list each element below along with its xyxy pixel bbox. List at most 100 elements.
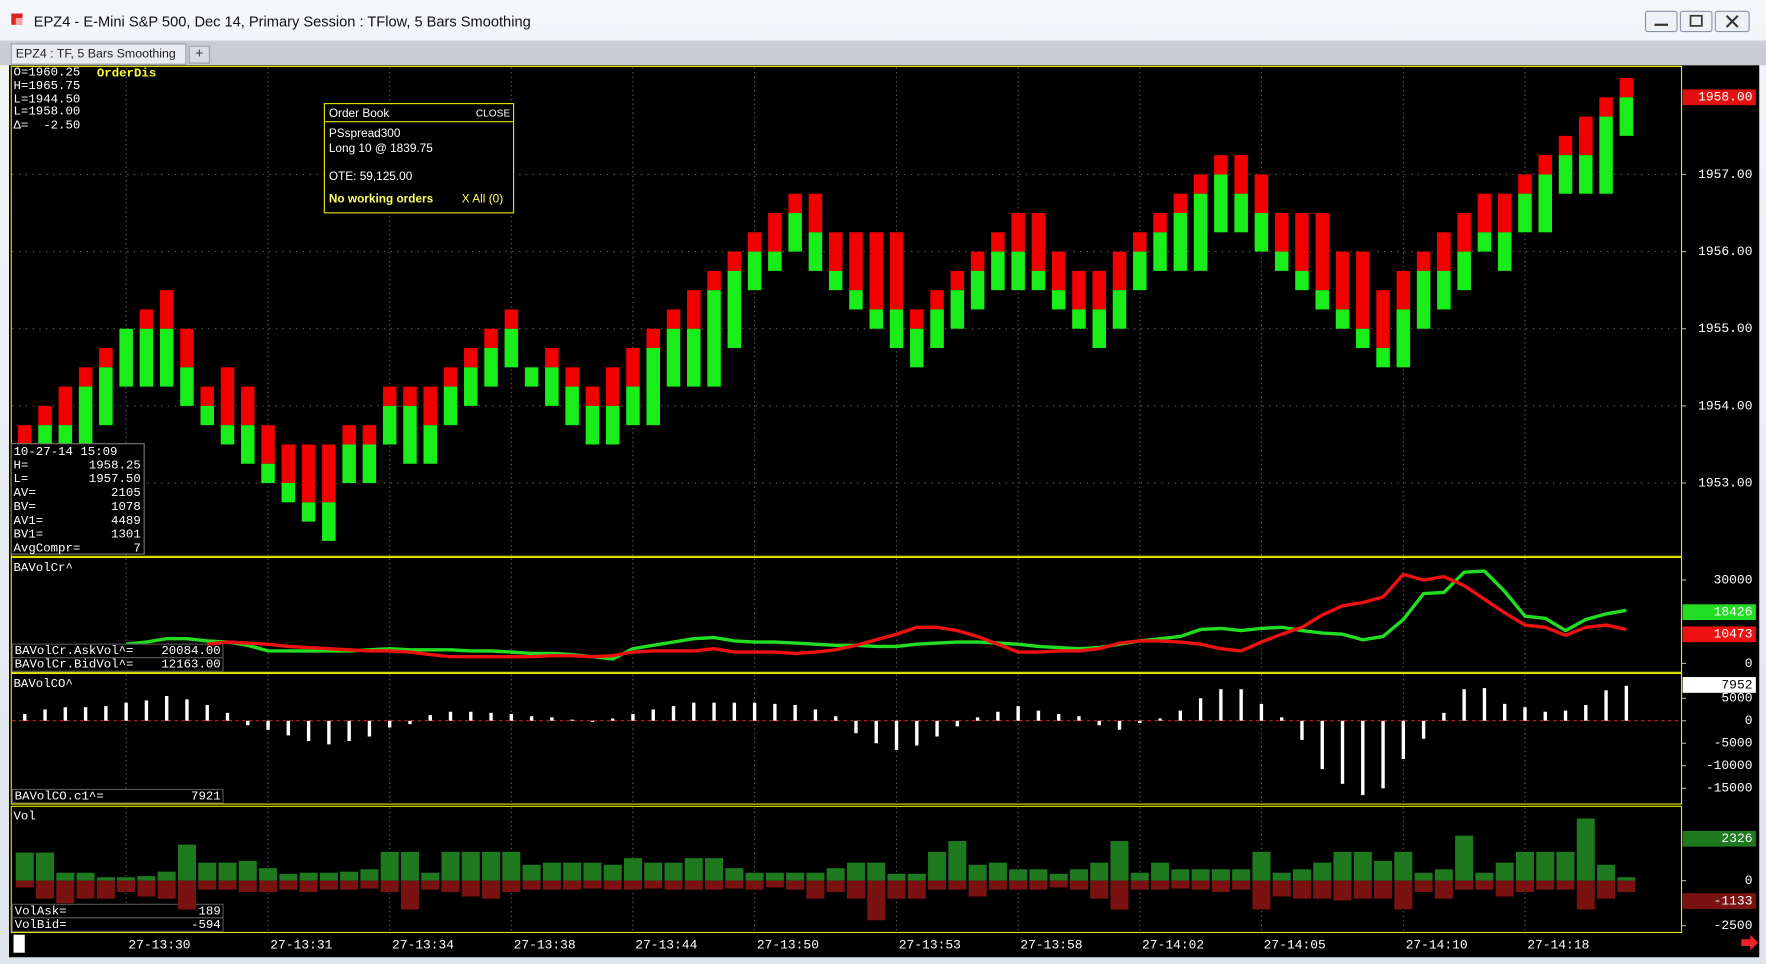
bid-segment: [99, 367, 113, 426]
bar: [388, 720, 392, 728]
bid-segment: [362, 444, 377, 484]
order-book-cancel-all[interactable]: X All (0): [462, 191, 503, 205]
window-title: EPZ4 - E-Mini S&P 500, Dec 14, Primary S…: [34, 14, 531, 30]
overlay-layer: O=1960.25 H=1965.75 L=1944.50 L=1958.00 …: [14, 65, 515, 214]
ask-segment: [1254, 174, 1269, 214]
ask-segment: [281, 444, 296, 484]
bar: [1361, 720, 1365, 796]
ask-segment: [382, 386, 397, 406]
ask-segment: [1599, 97, 1613, 117]
x-tick-label: 27-14:10: [1406, 937, 1468, 952]
order-book-ote: OTE: 59,125.00: [329, 169, 413, 183]
y-tick-label: 1957.00: [1698, 167, 1752, 182]
bid-segment: [849, 290, 863, 310]
ask-segment: [747, 232, 762, 252]
y-tick-label: -2500: [1714, 918, 1753, 933]
ask-segment: [1295, 213, 1309, 271]
bid-segment: [1477, 232, 1492, 252]
bar: [705, 858, 724, 881]
scroll-marker[interactable]: [13, 934, 25, 953]
bar: [988, 880, 1007, 890]
ask-segment: [1497, 193, 1512, 233]
bar: [117, 877, 136, 881]
bar: [867, 862, 886, 881]
ask-segment: [1092, 270, 1107, 310]
ask-segment: [1619, 78, 1634, 98]
bar: [765, 880, 784, 888]
bid-segment: [768, 251, 782, 271]
bar: [1313, 862, 1332, 881]
bar: [1009, 880, 1028, 890]
bid-segment: [78, 386, 93, 445]
bar: [894, 720, 899, 751]
x-tick-label: 27-13:58: [1020, 937, 1082, 952]
bar: [644, 862, 663, 881]
bar: [441, 851, 460, 881]
scroll-right-arrow[interactable]: [1741, 934, 1759, 951]
bid-segment: [180, 367, 194, 406]
ask-segment: [808, 193, 823, 233]
axis-value-box: [1682, 604, 1756, 621]
ask-segment: [970, 251, 985, 271]
minimize-button[interactable]: [1644, 10, 1678, 33]
info-key: AV1=: [14, 514, 44, 528]
bar: [104, 706, 108, 721]
bar: [1138, 720, 1142, 723]
bid-segment: [1416, 270, 1431, 329]
bar: [996, 711, 1000, 721]
info-key: L=: [14, 472, 29, 486]
ask-segment: [18, 425, 32, 445]
info-key: BV=: [14, 500, 36, 514]
bar: [1219, 689, 1223, 721]
y-tick-label: -5000: [1714, 736, 1753, 751]
bar: [1069, 880, 1088, 890]
ask-segment: [768, 213, 782, 252]
y-tick-label: 1954.00: [1698, 398, 1752, 413]
bar: [1374, 860, 1393, 881]
ask-segment: [1558, 135, 1573, 156]
bar: [664, 880, 683, 890]
ask-segment: [565, 367, 579, 387]
bar: [1381, 720, 1385, 789]
readout-box: [11, 917, 224, 932]
bar: [542, 880, 561, 890]
bid-segment: [828, 270, 843, 291]
ask-segment: [261, 425, 275, 464]
bar: [1556, 880, 1575, 890]
restore-button[interactable]: [1679, 10, 1713, 33]
bar: [550, 717, 554, 721]
bar: [1191, 880, 1210, 890]
bar: [1097, 720, 1101, 726]
axis-value-label: 2326: [1721, 831, 1752, 846]
ask-segment: [1457, 213, 1471, 252]
bid-segment: [1051, 290, 1066, 310]
ask-segment: [1031, 213, 1046, 271]
bid-segment: [443, 386, 458, 426]
bar: [1495, 862, 1514, 881]
axis-value-box: [1682, 626, 1756, 643]
add-tab-button[interactable]: [188, 45, 211, 64]
ask-segment: [99, 348, 113, 368]
chart-tab-label: EPZ4 : TF, 5 Bars Smoothing: [16, 46, 176, 60]
bar: [1191, 869, 1210, 881]
bar: [1394, 851, 1413, 881]
bid-segment: [808, 232, 823, 271]
bid-segment: [382, 405, 397, 445]
bar: [975, 717, 980, 721]
bar: [854, 720, 858, 734]
bar: [1130, 872, 1149, 881]
bar: [509, 713, 514, 721]
bar: [948, 841, 967, 881]
bar: [1515, 880, 1534, 893]
bar: [1036, 710, 1041, 721]
bar: [968, 864, 987, 881]
ask-segment: [646, 328, 660, 349]
bar: [177, 844, 196, 881]
order-book-close[interactable]: CLOSE: [476, 108, 511, 119]
bid-segment: [991, 251, 1005, 291]
bar: [1090, 880, 1109, 899]
ask-segment: [849, 232, 863, 291]
chart-tab[interactable]: [10, 43, 187, 65]
readout-value: -594: [191, 918, 221, 932]
